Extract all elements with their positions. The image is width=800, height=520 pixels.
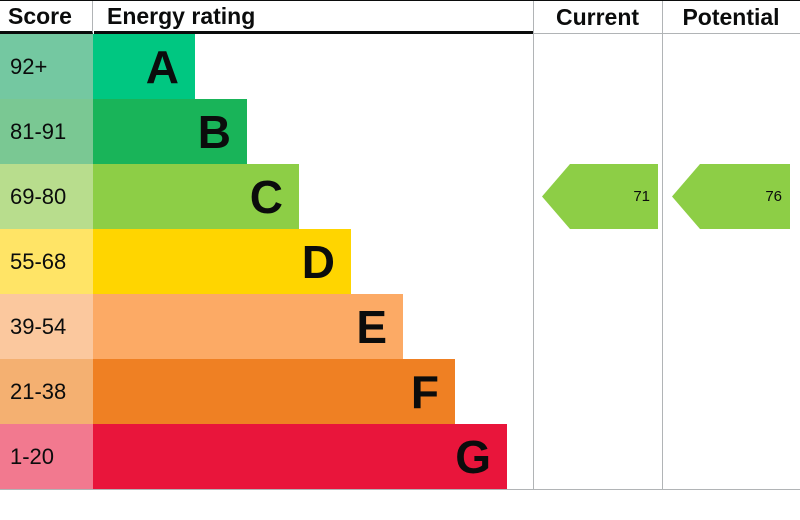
- band-row-e: 39-54 E: [0, 294, 533, 359]
- current-rating-arrow: 71: [542, 164, 658, 229]
- potential-rating-value: 76: [765, 188, 782, 205]
- band-letter-d: D: [301, 235, 335, 288]
- score-range-g: 1-20: [0, 424, 93, 489]
- band-letter-a: A: [145, 40, 179, 93]
- current-rating-value: 71: [633, 188, 650, 205]
- band-row-c: 69-80 C: [0, 164, 533, 229]
- band-bar-e: E: [93, 294, 403, 359]
- chart-bottom-border: [0, 489, 800, 490]
- band-letter-e: E: [356, 300, 387, 353]
- score-range-a: 92+: [0, 34, 93, 99]
- energy-rating-column-header: Energy rating: [94, 1, 533, 34]
- score-range-e: 39-54: [0, 294, 93, 359]
- band-bar-f: F: [93, 359, 455, 424]
- score-range-f: 21-38: [0, 359, 93, 424]
- band-row-g: 1-20 G: [0, 424, 533, 489]
- potential-column-header: Potential: [662, 1, 800, 34]
- band-letter-c: C: [249, 170, 283, 223]
- band-row-d: 55-68 D: [0, 229, 533, 294]
- band-letter-g: G: [455, 430, 491, 483]
- current-column-divider: [533, 1, 534, 490]
- energy-band-rows: 92+ A 81-91 B 69-80 C 55-68 D 39-54: [0, 34, 533, 489]
- band-row-f: 21-38 F: [0, 359, 533, 424]
- band-letter-b: B: [197, 105, 231, 158]
- band-bar-d: D: [93, 229, 351, 294]
- band-bar-b: B: [93, 99, 247, 164]
- score-column-header: Score: [0, 1, 93, 34]
- potential-column-divider: [662, 1, 663, 490]
- score-range-d: 55-68: [0, 229, 93, 294]
- potential-rating-arrow: 76: [672, 164, 790, 229]
- band-row-b: 81-91 B: [0, 99, 533, 164]
- current-column-header: Current: [533, 1, 662, 34]
- band-bar-a: A: [93, 34, 195, 99]
- band-bar-g: G: [93, 424, 507, 489]
- band-row-a: 92+ A: [0, 34, 533, 99]
- score-range-b: 81-91: [0, 99, 93, 164]
- band-letter-f: F: [410, 365, 439, 418]
- score-range-c: 69-80: [0, 164, 93, 229]
- band-bar-c: C: [93, 164, 299, 229]
